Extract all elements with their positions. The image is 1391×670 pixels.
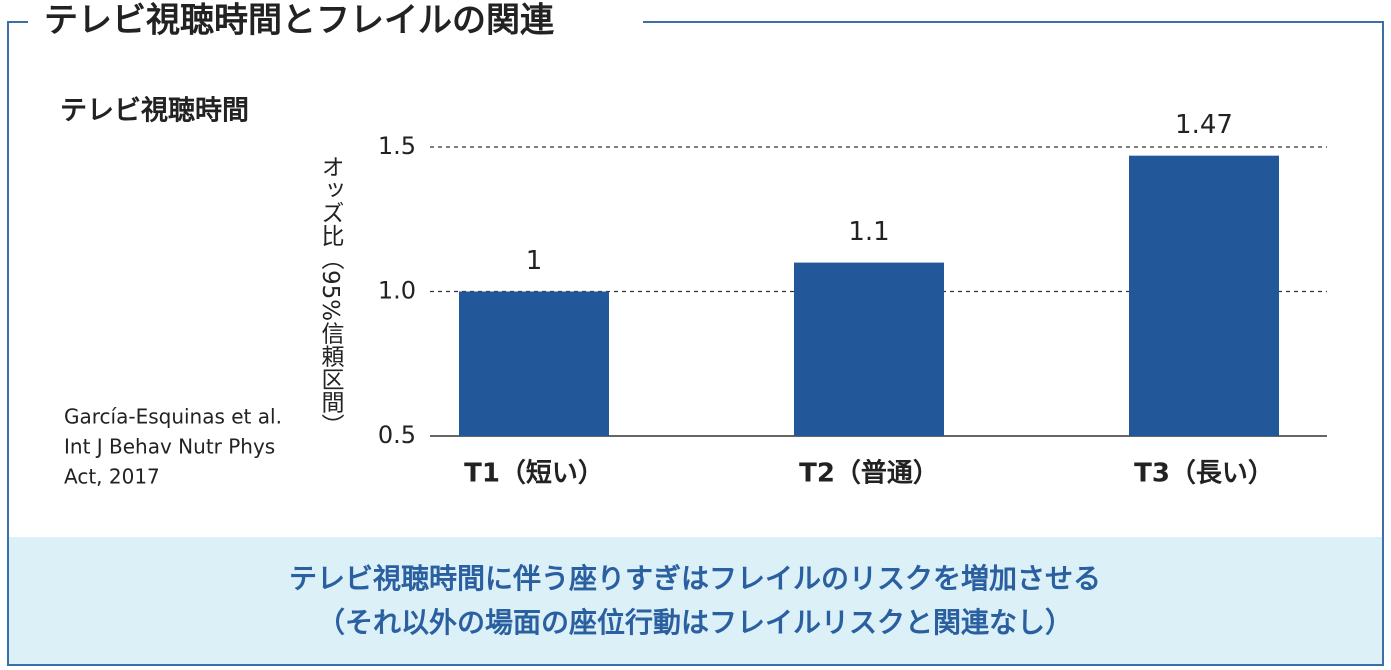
x-tick-label: T2（普通）	[799, 458, 939, 489]
x-tick-label: T1（短い）	[464, 459, 604, 489]
frame	[7, 21, 1384, 666]
value-label: 1	[526, 246, 543, 276]
value-label: 1.1	[848, 217, 889, 247]
citation: Int J Behav Nutr Phys	[64, 435, 275, 459]
value-label: 1.47	[1175, 110, 1233, 140]
chart-title: テレビ視聴時間とフレイルの関連	[44, 1, 555, 41]
subtitle: テレビ視聴時間	[60, 96, 249, 127]
y-tick-label: 1.0	[378, 277, 416, 305]
bar	[794, 262, 944, 436]
conclusion-text: テレビ視聴時間に伴う座りすぎはフレイルのリスクを増加させる	[289, 562, 1101, 595]
conclusion-text: （それ以外の場面の座位行動はフレイルリスクと関連なし）	[317, 606, 1073, 639]
bar	[459, 291, 609, 436]
y-tick-label: 0.5	[378, 421, 416, 449]
y-tick-label: 1.5	[378, 132, 416, 160]
citation: Act, 2017	[64, 465, 160, 489]
conclusion-panel	[9, 537, 1382, 664]
citation: García-Esquinas et al.	[64, 405, 282, 429]
title-background	[28, 0, 643, 44]
x-tick-label: T3（長い）	[1134, 459, 1274, 489]
bar	[1129, 155, 1279, 437]
y-axis-label: オッズ比（95%信頼区間）	[317, 155, 345, 436]
